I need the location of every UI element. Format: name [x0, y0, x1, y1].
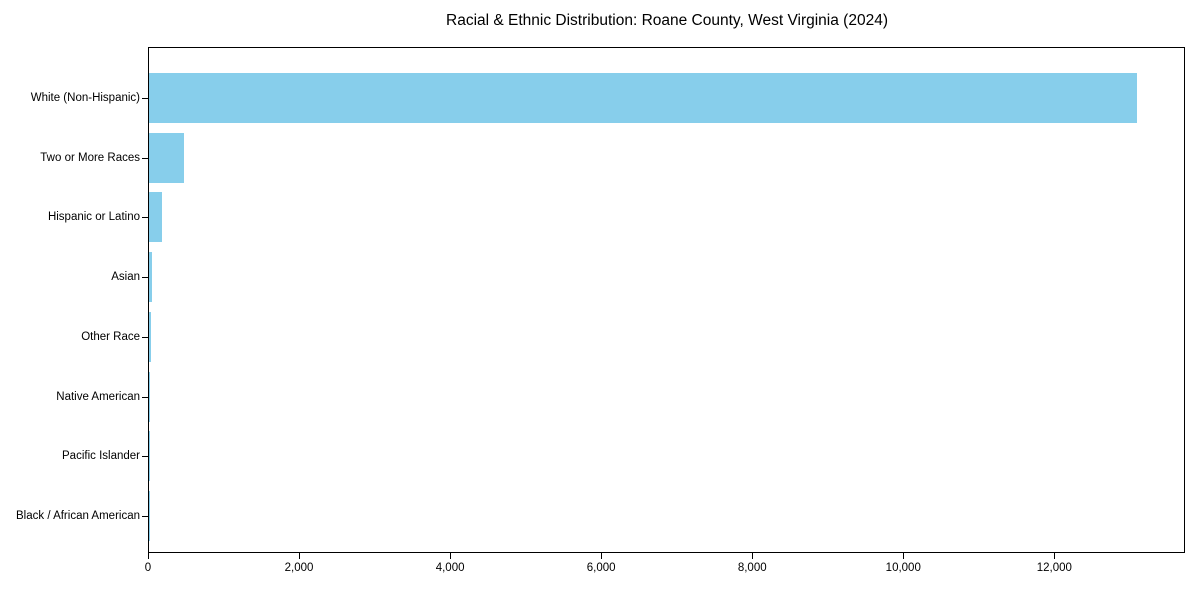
- x-tick-mark: [148, 553, 149, 559]
- category-label: Other Race: [81, 330, 140, 343]
- category-label: Two or More Races: [40, 151, 140, 164]
- y-tick-mark: [142, 456, 148, 458]
- category-label: Black / African American: [16, 509, 140, 522]
- bar: [149, 371, 150, 422]
- bar: [149, 73, 1137, 123]
- x-tick-mark: [752, 553, 754, 559]
- category-label: Pacific Islander: [62, 450, 140, 463]
- y-tick-mark: [142, 98, 148, 99]
- category-label: Asian: [111, 271, 140, 284]
- x-tick-mark: [903, 553, 905, 559]
- x-tick-label: 12,000: [1036, 562, 1072, 574]
- x-tick-mark: [601, 553, 603, 559]
- bar: [149, 192, 162, 243]
- category-label: Hispanic or Latino: [47, 211, 140, 224]
- y-tick-mark: [142, 217, 148, 219]
- bar: [149, 132, 185, 183]
- x-tick-label: 10,000: [885, 562, 921, 574]
- category-label: Native American: [56, 390, 140, 403]
- x-tick-label: 6,000: [586, 562, 616, 574]
- y-tick-mark: [142, 515, 148, 517]
- x-tick-label: 8,000: [737, 562, 767, 574]
- y-tick-mark: [142, 396, 148, 398]
- plot-area: [148, 47, 1185, 553]
- y-tick-mark: [142, 277, 148, 279]
- chart-title: Racial & Ethnic Distribution: Roane Coun…: [446, 12, 888, 29]
- y-tick-mark: [142, 157, 148, 159]
- x-tick-label: 0: [144, 562, 152, 574]
- bar: [149, 311, 151, 362]
- bar: [149, 252, 153, 303]
- x-tick-label: 4,000: [435, 562, 465, 574]
- x-tick-mark: [1054, 553, 1056, 559]
- x-tick-mark: [450, 553, 452, 559]
- y-tick-mark: [142, 336, 148, 338]
- x-tick-mark: [299, 553, 301, 559]
- x-tick-label: 2,000: [284, 562, 314, 574]
- category-label: White (Non-Hispanic): [30, 92, 140, 104]
